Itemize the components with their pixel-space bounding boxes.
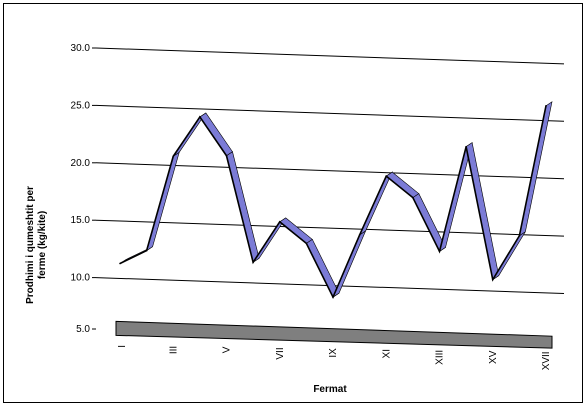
x-tick-label: V [222, 346, 233, 353]
x-axis-ticks: I III V VII IX XI XIII XV XVII [117, 345, 552, 370]
x-tick-label: XIII [435, 350, 446, 365]
data-point-VI [252, 261, 254, 264]
data-series [119, 101, 553, 300]
ribbon-segment [199, 112, 233, 157]
x-tick-label: XI [381, 349, 392, 358]
x-tick-label: IX [328, 348, 339, 358]
data-point-XVI [518, 234, 521, 237]
data-point-V [225, 154, 228, 157]
data-point-II [145, 249, 148, 252]
x-axis-title: Fermat [313, 384, 347, 395]
x-tick-label: III [168, 346, 179, 354]
ribbon-segment [385, 171, 420, 199]
y-tick-label: 25.0 [71, 100, 91, 111]
data-point-XIV [465, 145, 467, 148]
y-axis-title-line1: Prodhimi i qumeshtit per [25, 186, 36, 304]
y-tick-label: 20.0 [71, 158, 91, 169]
data-point-IV [199, 116, 201, 118]
x-tick-label: XVII [541, 351, 552, 370]
gridline-25 [95, 104, 565, 122]
data-point-VIII [305, 242, 308, 245]
y-tick-label: 10.0 [71, 273, 91, 284]
y-tick-label: 15.0 [71, 215, 91, 226]
data-point-VII [278, 221, 281, 223]
data-point-XI [385, 175, 388, 177]
data-point-IX [332, 296, 334, 298]
ribbon-segment [412, 193, 446, 252]
x-tick-label: I [117, 345, 128, 348]
x-tick-label: XV [488, 350, 499, 364]
data-point-XVII [545, 104, 547, 107]
gridline-15 [95, 219, 565, 237]
chart-floor [115, 320, 553, 349]
data-point-XV [491, 278, 494, 281]
data-point-III [172, 155, 175, 158]
ribbon-segment [279, 217, 313, 244]
ribbon-segment [465, 142, 500, 281]
gridline-30 [95, 47, 565, 65]
data-point-I [119, 262, 121, 265]
y-axis-ticks: 5.0 10.0 15.0 20.0 25.0 30.0 [71, 43, 96, 335]
y-tick-label: 30.0 [71, 43, 91, 54]
floor-slab [115, 320, 553, 349]
x-tick-label: VII [275, 347, 286, 359]
data-point-XIII [438, 250, 441, 253]
y-axis-title-line2: ferme (kg/kite) [37, 211, 48, 279]
gridline-20 [95, 162, 565, 180]
y-tick-label: 5.0 [76, 324, 90, 335]
ribbon-segment [305, 238, 340, 298]
data-point-X [358, 234, 361, 236]
data-point-XII [412, 196, 414, 199]
